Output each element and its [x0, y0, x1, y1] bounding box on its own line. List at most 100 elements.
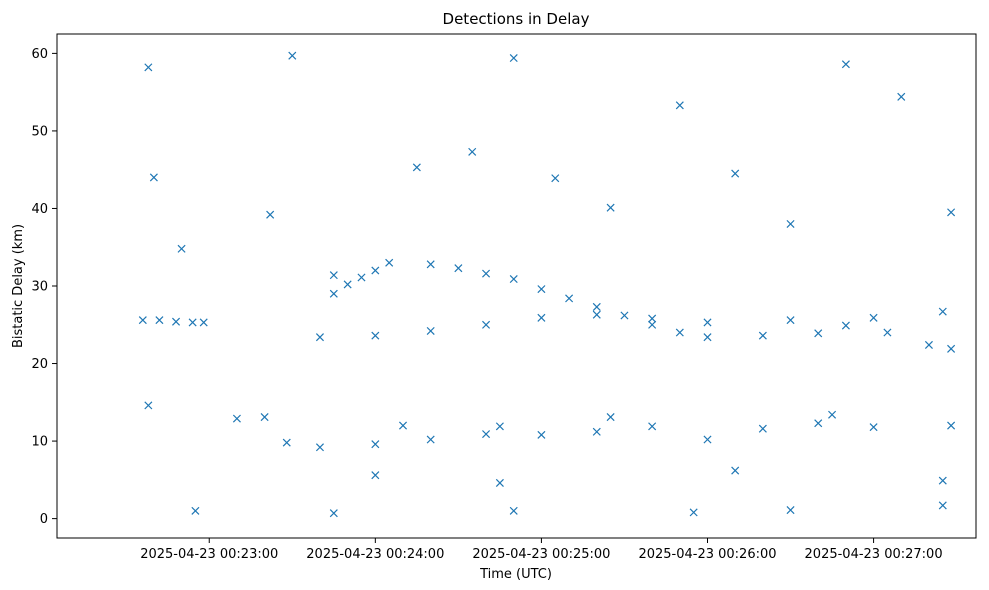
data-point-58: [495, 478, 504, 487]
chart-title: Detections in Delay: [443, 10, 590, 28]
data-point-52: [947, 421, 956, 430]
data-point-13: [509, 274, 518, 284]
data-point-64: [177, 244, 186, 253]
data-point-73: [675, 101, 684, 110]
data-point-57: [371, 471, 380, 480]
data-point-67: [329, 271, 338, 280]
x-tick-label-0: 2025-04-23 00:23:00: [140, 547, 278, 562]
data-point-15: [565, 294, 574, 303]
data-point-61: [144, 401, 153, 410]
data-point-20: [703, 333, 712, 342]
data-point-80: [329, 509, 338, 518]
y-tick-label-0: 0: [40, 512, 48, 527]
x-axis: 2025-04-23 00:23:00 2025-04-23 00:24:00 20…: [140, 538, 943, 562]
data-point-53: [398, 421, 408, 430]
x-axis-title: Time (UTC): [479, 567, 552, 582]
y-tick-label-2: 20: [31, 357, 48, 372]
data-point-30: [537, 313, 546, 322]
data-point-76: [841, 60, 850, 69]
y-tick-label-4: 40: [31, 202, 48, 217]
data-point-26: [947, 344, 956, 353]
y-tick-label-1: 10: [31, 435, 48, 450]
data-point-48: [703, 435, 712, 444]
data-point-74: [731, 169, 740, 178]
y-tick-label-3: 30: [31, 280, 48, 295]
data-point-16: [592, 302, 601, 311]
data-point-49: [758, 424, 767, 433]
data-point-70: [509, 54, 518, 63]
data-point-43: [426, 435, 435, 444]
data-point-40: [282, 438, 291, 447]
x-tick-label-1: 2025-04-23 00:24:00: [306, 547, 444, 562]
data-point-35: [869, 313, 878, 322]
data-point-21: [758, 331, 767, 340]
data-point-12: [482, 269, 491, 278]
data-point-36: [938, 307, 947, 316]
data-point-4: [199, 318, 208, 327]
data-point-33: [703, 318, 712, 327]
data-point-2: [172, 317, 181, 326]
data-point-11: [454, 264, 463, 273]
data-point-66: [288, 51, 297, 60]
data-point-27: [371, 331, 380, 340]
data-point-5: [329, 289, 338, 298]
data-point-19: [675, 328, 684, 337]
data-point-71: [551, 174, 560, 183]
data-point-63: [149, 173, 158, 182]
x-tick-label-3: 2025-04-23 00:26:00: [638, 547, 776, 562]
data-point-28: [426, 326, 435, 335]
data-point-29: [482, 320, 491, 329]
data-point-59: [731, 466, 740, 475]
data-point-0: [138, 316, 147, 325]
data-point-60: [938, 476, 947, 485]
data-point-14: [537, 285, 546, 294]
data-point-18: [648, 320, 657, 329]
x-tick-label-4: 2025-04-23 00:27:00: [805, 547, 943, 562]
data-point-25: [924, 340, 933, 349]
data-point-79: [191, 506, 200, 515]
data-point-65: [266, 210, 275, 219]
data-point-77: [897, 92, 906, 101]
data-point-7: [357, 273, 366, 282]
x-tick-label-2: 2025-04-23 00:25:00: [472, 547, 610, 562]
y-axis: 0 10 20 30 40 50 60: [31, 47, 57, 527]
data-point-10: [426, 260, 435, 269]
data-point-9: [385, 258, 394, 267]
data-point-32: [648, 314, 657, 323]
data-point-46: [592, 427, 601, 436]
y-tick-label-5: 50: [31, 124, 48, 139]
plot-frame: [56, 33, 977, 539]
data-point-68: [412, 163, 421, 172]
data-point-83: [786, 506, 795, 515]
data-point-45: [537, 430, 546, 439]
data-point-34: [786, 316, 795, 325]
data-point-55: [606, 413, 615, 422]
data-point-37: [315, 333, 324, 342]
data-point-69: [468, 147, 477, 156]
data-point-54: [495, 422, 504, 431]
y-axis-title: Bistatic Delay (km): [11, 224, 26, 348]
data-point-3: [188, 318, 197, 327]
data-point-23: [841, 321, 850, 330]
data-point-42: [371, 440, 380, 449]
data-points: [138, 51, 956, 518]
data-point-75: [786, 219, 795, 228]
data-point-22: [814, 329, 823, 338]
data-point-17: [620, 311, 629, 320]
data-point-51: [869, 423, 878, 432]
data-point-8: [371, 266, 380, 275]
y-tick-label-6: 60: [31, 47, 48, 62]
data-point-39: [260, 413, 269, 422]
data-point-44: [482, 430, 491, 439]
data-point-41: [315, 443, 324, 452]
data-point-50: [814, 419, 823, 428]
data-point-81: [509, 506, 518, 515]
data-point-47: [648, 422, 657, 431]
data-point-62: [144, 63, 153, 72]
data-point-31: [592, 310, 601, 319]
data-point-82: [689, 508, 698, 517]
data-point-84: [938, 501, 947, 510]
data-point-72: [606, 203, 615, 212]
data-point-1: [155, 316, 164, 325]
